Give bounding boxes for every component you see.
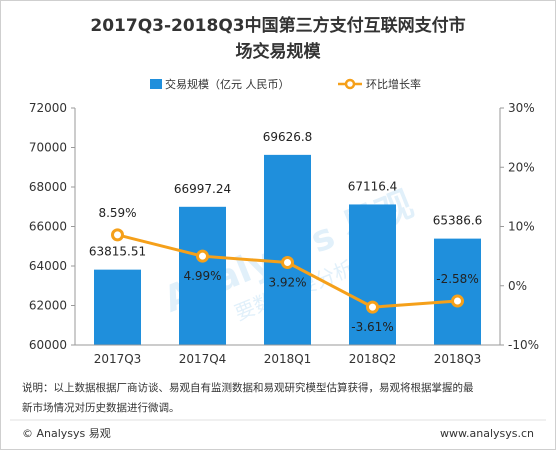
- legend: 交易规模（亿元 人民币） 环比增长率: [150, 77, 421, 91]
- bar-2017Q4: [179, 206, 226, 345]
- left-tick-label: 66000: [29, 220, 67, 234]
- growth-value-label: -2.58%: [436, 272, 478, 286]
- growth-point-2017Q4: [196, 249, 209, 263]
- growth-value-label: 3.92%: [268, 276, 306, 290]
- growth-point-2018Q3: [451, 294, 464, 308]
- left-tick-label: 70000: [29, 141, 67, 155]
- bar-2017Q3: [94, 269, 141, 345]
- growth-value-label: 8.59%: [98, 206, 136, 220]
- right-axis: -10% 0% 10% 20% 30%: [499, 101, 539, 352]
- bar-value-label: 66997.24: [174, 182, 231, 196]
- growth-point-2017Q3: [111, 228, 124, 242]
- x-tick-label: 2017Q4: [179, 352, 227, 366]
- legend-bar-label: 交易规模（亿元 人民币）: [165, 77, 290, 91]
- footer-brand: © Analysys 易观: [22, 427, 111, 440]
- left-tick-label: 62000: [29, 299, 67, 313]
- right-tick-label: 30%: [508, 101, 535, 115]
- growth-point-2018Q1: [281, 256, 294, 270]
- growth-value-label: 4.99%: [183, 269, 221, 283]
- bar-value-label: 69626.8: [263, 130, 313, 144]
- x-axis: 2017Q3 2017Q4 2018Q1 2018Q2 2018Q3: [75, 344, 500, 366]
- x-tick-label: 2018Q1: [264, 352, 312, 366]
- left-axis: 60000 62000 64000 66000 68000 70000 72000: [29, 101, 76, 352]
- bar-value-label: 63815.51: [89, 245, 146, 259]
- chart-title-line1: 2017Q3-2018Q3中国第三方支付互联网支付市: [90, 15, 465, 36]
- x-tick-label: 2018Q3: [434, 352, 482, 366]
- left-tick-label: 72000: [29, 101, 67, 115]
- right-tick-label: -10%: [508, 338, 539, 352]
- x-tick-label: 2017Q3: [94, 352, 142, 366]
- right-tick-label: 10%: [508, 220, 535, 234]
- footer-url: www.analysys.cn: [440, 427, 534, 440]
- bar-2018Q3: [434, 238, 481, 345]
- right-tick-label: 0%: [508, 279, 527, 293]
- note-line2: 新市场情况对历史数据进行微调。: [22, 401, 180, 414]
- left-tick-label: 64000: [29, 259, 67, 273]
- growth-line-series: [111, 228, 464, 314]
- growth-point-2018Q2: [366, 300, 379, 314]
- right-tick-label: 20%: [508, 160, 535, 174]
- bar-value-label: 65386.6: [433, 214, 483, 228]
- left-tick-label: 60000: [29, 338, 67, 352]
- legend-line-marker: [344, 78, 356, 90]
- legend-bar-swatch: [150, 79, 162, 89]
- growth-value-label: -3.61%: [351, 320, 393, 334]
- chart-title-line2: 场交易规模: [236, 41, 322, 62]
- note-line1: 说明：以上数据根据厂商访谈、易观自有监测数据和易观研究模型估算获得，易观将根据掌…: [22, 381, 474, 394]
- bar-value-labels: 63815.51 66997.24 69626.8 67116.4 65386.6: [89, 130, 482, 259]
- legend-line-label: 环比增长率: [366, 77, 421, 91]
- bar-2018Q2: [349, 204, 396, 345]
- bar-2018Q1: [264, 154, 311, 345]
- bar-series: [94, 154, 481, 345]
- bar-value-label: 67116.4: [348, 179, 398, 193]
- left-tick-label: 68000: [29, 180, 67, 194]
- x-tick-label: 2018Q2: [349, 352, 397, 366]
- growth-value-labels: 8.59% 4.99% 3.92% -3.61% -2.58%: [98, 206, 478, 334]
